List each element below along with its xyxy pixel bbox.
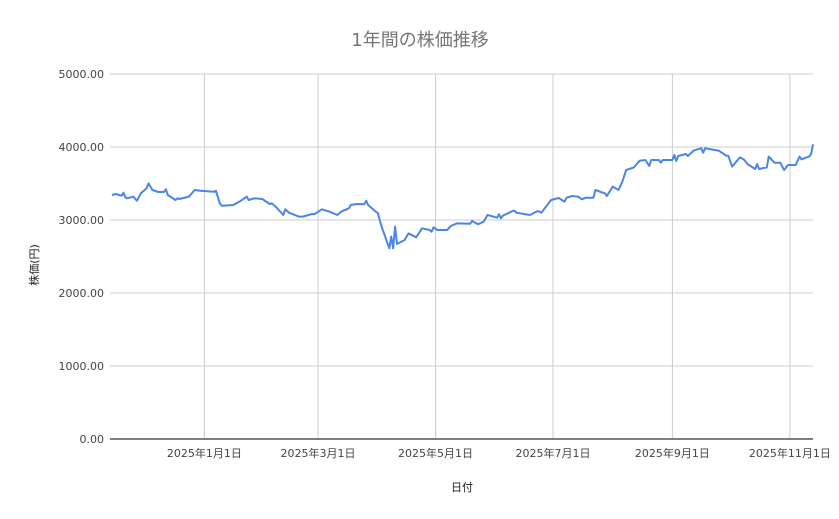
x-axis-title: 日付	[451, 481, 473, 494]
gridlines	[110, 73, 813, 439]
y-tick-label: 3000.00	[59, 214, 105, 227]
x-tick-label: 2025年5月1日	[398, 446, 473, 460]
y-tick-label: 2000.00	[59, 287, 105, 300]
x-tick-label: 2025年3月1日	[281, 446, 356, 460]
y-tick-label: 1000.00	[59, 360, 105, 373]
y-axis-title: 株価(円)	[27, 244, 41, 286]
price-series-line	[111, 144, 814, 250]
x-tick-label: 2025年11月1日	[749, 446, 831, 460]
y-tick-label: 5000.00	[59, 68, 105, 81]
chart-title: 1年間の株価推移	[351, 30, 488, 51]
x-tick-label: 2025年9月1日	[635, 446, 710, 460]
y-tick-label: 0.00	[80, 433, 105, 446]
y-axis-ticks: 0.00 1000.00 2000.00 3000.00 4000.00 5000.00	[59, 68, 105, 446]
price-points	[111, 144, 814, 249]
x-tick-label: 2025年1月1日	[167, 446, 242, 460]
x-tick-label: 2025年7月1日	[515, 446, 590, 460]
y-tick-label: 4000.00	[59, 141, 105, 154]
x-axis-ticks: 2025年1月1日 2025年3月1日 2025年5月1日 2025年7月1日 2025…	[167, 446, 831, 460]
